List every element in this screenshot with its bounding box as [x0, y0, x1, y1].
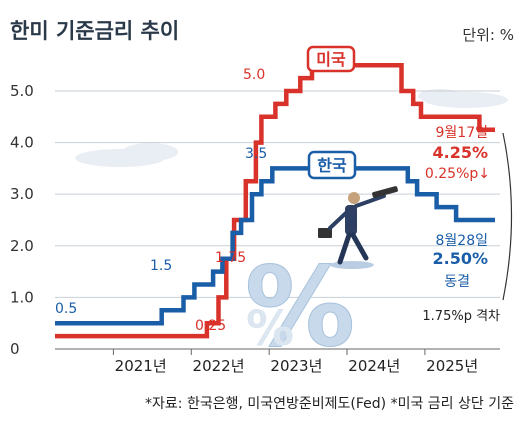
korea-badge: 한국: [307, 150, 357, 180]
source-note: *자료: 한국은행, 미국연방준비제도(Fed) *미국 금리 상단 기준: [145, 396, 514, 412]
x-tick-label: 2025년: [426, 357, 478, 375]
gap-bracket: [502, 132, 513, 301]
korea-status: 동결: [444, 274, 470, 290]
korea-label-0-5: 0.5: [55, 301, 77, 317]
series-line-korea: [55, 166, 495, 326]
x-tick-label: 2021년: [115, 357, 167, 375]
businessman-telescope-icon: [318, 186, 398, 269]
y-axis: 0 1.0 2.0 3.0 4.0 5.0: [10, 82, 34, 358]
korea-badge-label: 한국: [317, 156, 347, 175]
svg-text:%: %: [246, 301, 294, 357]
gap-label: 1.75%p 격차: [422, 309, 500, 324]
percent-illustration: % %: [244, 243, 355, 372]
korea-label-3-5: 3.5: [245, 146, 267, 162]
us-label-5-0: 5.0: [243, 67, 265, 83]
cloud-decoration: [75, 89, 508, 167]
x-tick-label: 2023년: [270, 357, 322, 375]
y-tick-label: 5.0: [10, 82, 34, 100]
us-label-1-75: 1.75: [215, 250, 246, 266]
us-badge: 미국: [306, 45, 356, 73]
us-date: 9월17일: [436, 125, 488, 141]
y-tick-label: 4.0: [10, 134, 34, 152]
x-tick-label: 2022년: [193, 357, 245, 375]
svg-text:%: %: [245, 243, 355, 371]
us-badge-label: 미국: [316, 50, 346, 69]
us-change: 0.25%p↓: [425, 166, 490, 182]
us-rate: 4.25%: [432, 143, 488, 162]
series-layer: [55, 62, 495, 339]
chart-title: 한미 기준금리 추이: [10, 19, 179, 43]
y-tick-label: 1.0: [10, 288, 34, 306]
x-axis: 2021년 2022년 2023년 2024년 2025년: [112, 349, 478, 375]
unit-label: 단위: %: [462, 26, 514, 44]
us-label-0-25: 0.25: [195, 318, 226, 334]
y-tick-label: 0: [10, 340, 20, 358]
y-tick-label: 2.0: [10, 237, 34, 255]
x-tick-label: 2024년: [348, 357, 400, 375]
grid-lines: [55, 90, 500, 350]
korea-date: 8월28일: [436, 233, 488, 249]
y-tick-label: 3.0: [10, 185, 34, 203]
korea-label-1-5: 1.5: [150, 258, 172, 274]
korea-rate: 2.50%: [432, 249, 488, 268]
series-line-us: [55, 62, 495, 339]
